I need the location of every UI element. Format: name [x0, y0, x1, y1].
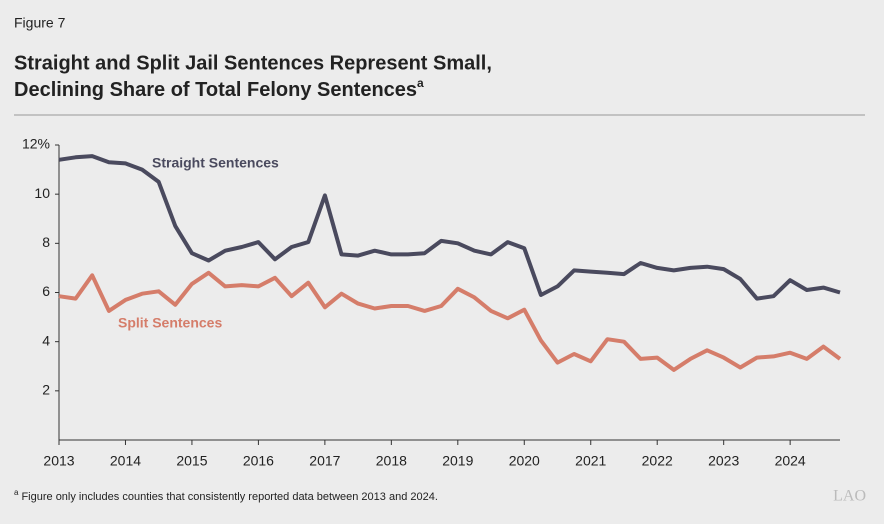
y-tick-label: 2: [42, 382, 50, 398]
title-line: Declining Share of Total Felony Sentence…: [14, 79, 417, 101]
y-tick-label: 8: [42, 234, 50, 250]
series-label: Straight Sentences: [152, 155, 279, 171]
chart-title: Straight and Split Jail Sentences Repres…: [14, 52, 492, 74]
x-tick-label: 2015: [176, 453, 207, 469]
title-note: a: [417, 76, 424, 90]
x-tick-label: 2016: [243, 453, 274, 469]
series-line: [58, 270, 842, 372]
y-tick-label: 10: [34, 185, 50, 201]
x-tick-label: 2017: [309, 453, 340, 469]
x-tick-label: 2013: [43, 453, 74, 469]
x-tick-label: 2020: [509, 453, 540, 469]
x-tick-label: 2018: [376, 453, 407, 469]
logo: LAO: [833, 488, 866, 505]
x-tick-label: 2024: [775, 453, 806, 469]
x-tick-label: 2023: [708, 453, 739, 469]
series-label: Split Sentences: [118, 315, 222, 331]
footnote: a Figure only includes counties that cons…: [14, 488, 438, 503]
chart-title: Declining Share of Total Felony Sentence…: [14, 76, 424, 101]
footnote-marker: a: [14, 488, 19, 497]
y-tick-label: 12%: [22, 136, 50, 152]
series-line: [58, 154, 841, 301]
figure-label: Figure 7: [14, 15, 66, 31]
x-tick-label: 2019: [442, 453, 473, 469]
y-tick-label: 6: [42, 283, 50, 299]
footnote-text: Figure only includes counties that consi…: [21, 491, 437, 503]
x-tick-label: 2022: [642, 453, 673, 469]
x-tick-label: 2021: [575, 453, 606, 469]
y-tick-label: 4: [42, 332, 50, 348]
x-tick-label: 2014: [110, 453, 141, 469]
